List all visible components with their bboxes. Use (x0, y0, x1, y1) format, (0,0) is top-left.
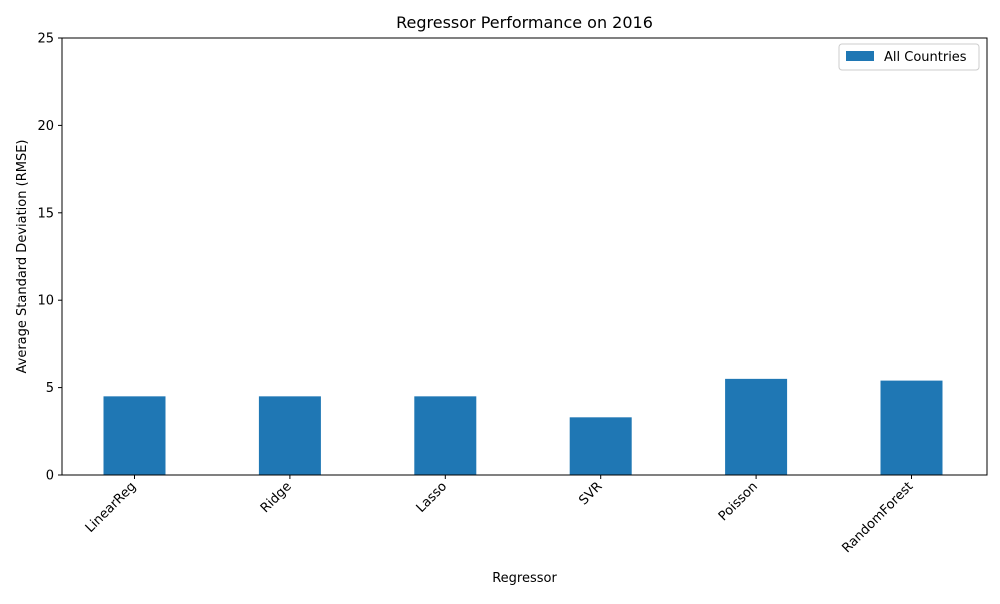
x-tick-label: RandomForest (839, 479, 916, 556)
legend-swatch (846, 51, 874, 61)
plot-frame (61, 37, 988, 476)
y-tick-label: 20 (37, 119, 54, 134)
x-tick-label: Poisson (716, 479, 761, 524)
x-tick-label: Lasso (414, 479, 451, 516)
bar-linearreg (103, 396, 166, 475)
bar-ridge (258, 396, 321, 475)
y-tick-label: 5 (46, 381, 54, 396)
bar-lasso (414, 396, 477, 475)
bar-svr (569, 417, 632, 475)
x-tick-label: Ridge (258, 479, 295, 516)
bar-randomforest (880, 380, 943, 475)
x-axis-label: Regressor (492, 571, 557, 586)
chart-title: Regressor Performance on 2016 (396, 13, 653, 32)
bar-poisson (725, 378, 788, 475)
x-axis: LinearReg Ridge Lasso SVR Poisson RandomFores… (83, 475, 916, 556)
y-tick-label: 25 (37, 32, 54, 47)
legend-label: All Countries (884, 50, 967, 65)
y-tick-label: 15 (37, 206, 54, 221)
y-axis-label: Average Standard Deviation (RMSE) (15, 140, 30, 374)
x-tick-label: LinearReg (83, 479, 140, 536)
y-tick-label: 0 (46, 469, 54, 484)
y-axis: 0 5 10 15 20 25 (37, 32, 62, 484)
legend: All Countries (838, 43, 980, 71)
x-tick-label: SVR (576, 479, 605, 508)
bars-layer (103, 378, 943, 475)
legend-box (838, 43, 980, 71)
y-tick-label: 10 (37, 294, 54, 309)
